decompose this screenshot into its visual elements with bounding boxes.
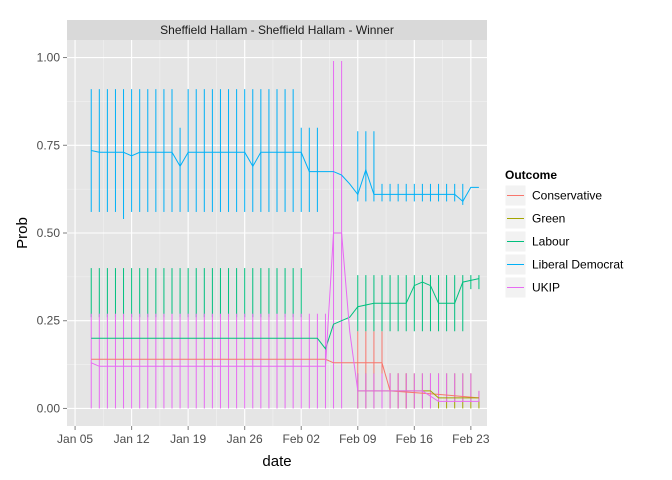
x-axis: Jan 05 Jan 12 Jan 19 Jan 26 Feb 02 Feb 09 Feb … <box>57 426 490 446</box>
x-tick-label: Jan 19 <box>170 432 206 446</box>
strip-background <box>67 20 487 40</box>
x-tick-label: Feb 16 <box>396 432 434 446</box>
y-tick-label: 0.50 <box>37 226 61 240</box>
chart-title: Sheffield Hallam - Sheffield Hallam - Wi… <box>160 23 394 37</box>
series-line-labour <box>91 278 480 350</box>
legend-label-labour: Labour <box>532 235 569 249</box>
x-tick-label: Jan 05 <box>57 432 93 446</box>
x-tick-label: Feb 09 <box>339 432 377 446</box>
series-line-conservative <box>91 358 479 399</box>
legend-label-liberal-democrat: Liberal Democrat <box>532 258 624 272</box>
x-tick-label: Feb 23 <box>452 432 490 446</box>
y-tick-label: 1.00 <box>37 51 61 65</box>
y-tick-label: 0.75 <box>37 138 61 152</box>
interval-bars <box>90 61 480 409</box>
series-lines <box>91 150 480 402</box>
x-tick-label: Jan 12 <box>114 432 150 446</box>
legend: Outcome Conservative Green Labour Liberal D… <box>504 168 624 299</box>
y-tick-label: 0.00 <box>37 401 61 415</box>
legend-label-conservative: Conservative <box>532 189 602 203</box>
x-tick-label: Feb 02 <box>283 432 321 446</box>
legend-label-ukip: UKIP <box>532 281 560 295</box>
legend-label-green: Green <box>532 212 565 226</box>
y-tick-label: 0.25 <box>37 314 61 328</box>
x-tick-label: Jan 26 <box>227 432 263 446</box>
legend-title: Outcome <box>505 168 557 182</box>
series-line-liberal-democrat <box>91 150 479 203</box>
x-axis-title: date <box>262 453 291 470</box>
y-axis: 0.00 0.25 0.50 0.75 1.00 <box>37 51 67 415</box>
y-axis-title: Prob <box>14 217 31 249</box>
series-line-ukip <box>91 232 479 402</box>
